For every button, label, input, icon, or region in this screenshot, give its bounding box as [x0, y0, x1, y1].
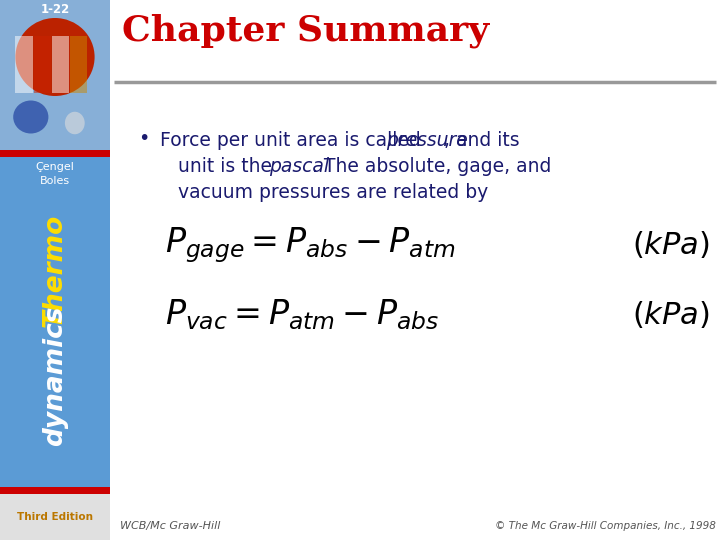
- Bar: [15, 36, 33, 93]
- Text: $(kPa)$: $(kPa)$: [632, 230, 710, 260]
- Bar: [0, 487, 110, 494]
- Text: © The Mc Graw-Hill Companies, Inc., 1998: © The Mc Graw-Hill Companies, Inc., 1998: [495, 521, 716, 531]
- Text: Çengel
Boles: Çengel Boles: [35, 162, 74, 186]
- Text: Force per unit area is called: Force per unit area is called: [160, 131, 427, 150]
- Bar: [110, 0, 720, 540]
- Text: 1-22: 1-22: [40, 3, 70, 16]
- Text: , and its: , and its: [444, 131, 520, 150]
- Ellipse shape: [15, 18, 94, 96]
- Text: Chapter Summary: Chapter Summary: [122, 13, 489, 48]
- Bar: [70, 36, 87, 93]
- Text: pascal: pascal: [269, 157, 329, 176]
- Text: •: •: [138, 129, 149, 147]
- Ellipse shape: [65, 112, 85, 134]
- Text: Third Edition: Third Edition: [17, 512, 93, 522]
- Bar: [0, 0, 110, 150]
- Bar: [52, 36, 69, 93]
- Text: $P_{gage} = P_{abs} - P_{atm}$: $P_{gage} = P_{abs} - P_{atm}$: [165, 225, 456, 265]
- Text: dynamics: dynamics: [42, 305, 68, 446]
- Text: pressure: pressure: [387, 131, 468, 150]
- Text: . The absolute, gage, and: . The absolute, gage, and: [312, 157, 552, 176]
- Text: $(kPa)$: $(kPa)$: [632, 300, 710, 330]
- Bar: [34, 36, 51, 93]
- Bar: [0, 157, 110, 494]
- Text: Thermo: Thermo: [42, 214, 68, 327]
- Bar: [0, 494, 110, 540]
- Text: $P_{vac} = P_{atm} - P_{abs}$: $P_{vac} = P_{atm} - P_{abs}$: [165, 298, 439, 332]
- Ellipse shape: [13, 100, 48, 133]
- Bar: [0, 150, 110, 157]
- Text: WCB/Mc Graw-Hill: WCB/Mc Graw-Hill: [120, 521, 220, 531]
- Text: vacuum pressures are related by: vacuum pressures are related by: [178, 183, 488, 201]
- Text: unit is the: unit is the: [178, 157, 278, 176]
